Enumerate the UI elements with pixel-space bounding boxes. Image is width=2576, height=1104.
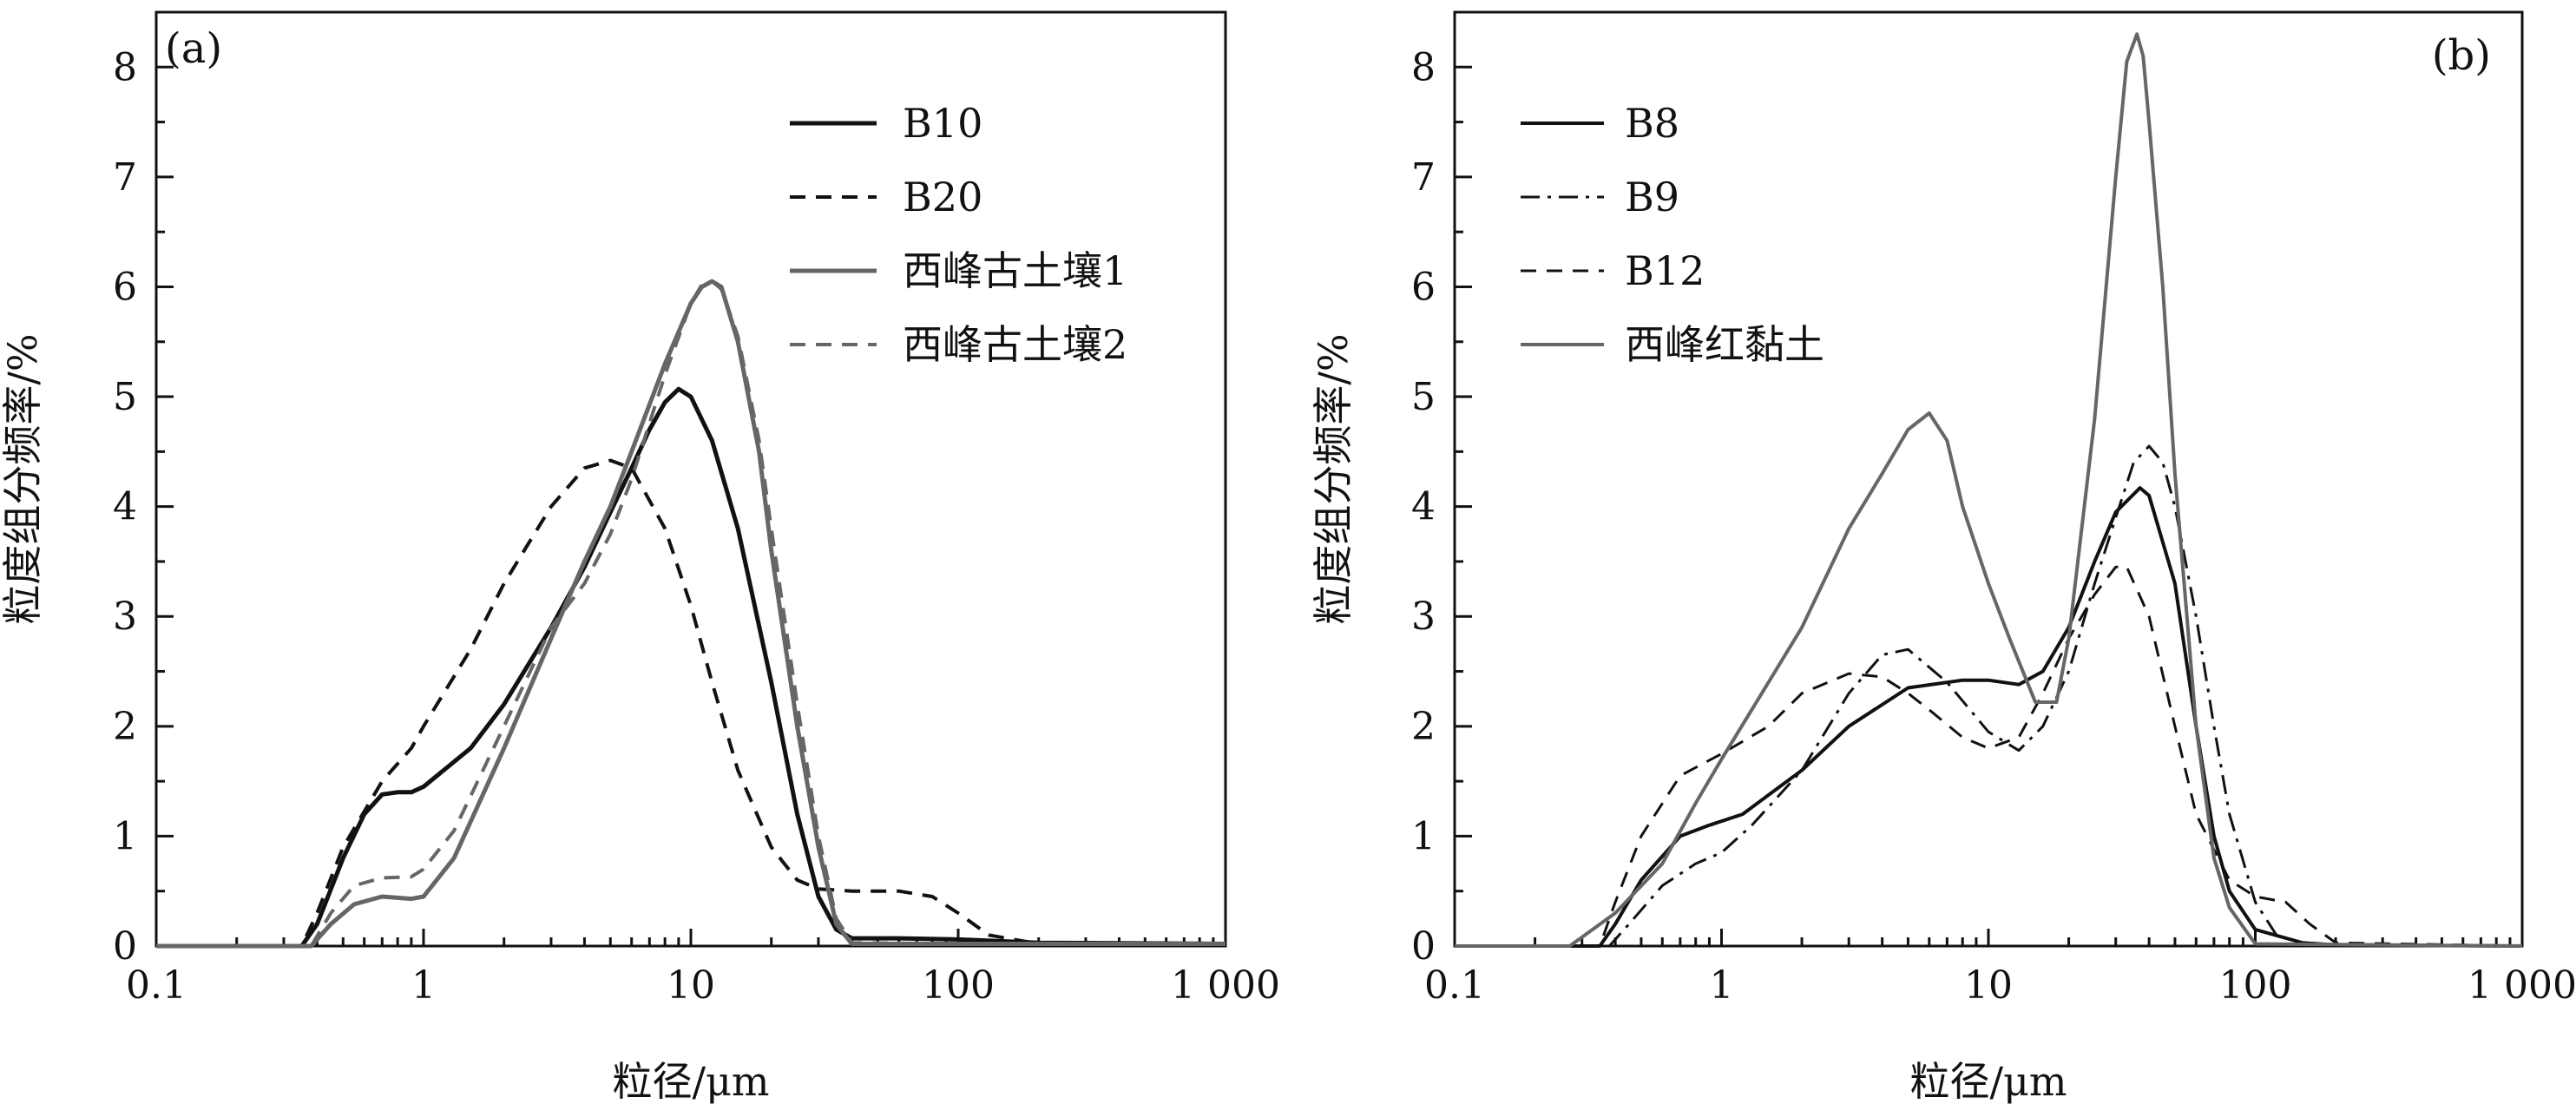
series-line [156,458,1226,948]
x-tick-label: 1 000 [1171,963,1280,1008]
series-line [156,386,1226,949]
legend-label: 西峰古土壤1 [903,247,1127,294]
x-tick-label: 100 [922,963,995,1008]
y-tick-label: 7 [1411,155,1436,200]
x-tick-label: 0.1 [126,963,187,1008]
y-tick-label: 2 [1411,705,1436,749]
y-axis-title: 粒度组分频率/% [1310,333,1357,624]
series-line [1455,444,2523,948]
series-line [1455,565,2523,948]
y-tick-label: 8 [1411,45,1436,89]
y-tick-label: 5 [1411,375,1436,419]
y-tick-label: 3 [1411,595,1436,639]
series-line [1455,32,2523,948]
y-tick-label: 6 [113,265,137,309]
x-tick-label: 10 [667,963,715,1008]
legend-label: B9 [1625,174,1679,220]
chart-panel-a: 0.1 1 10 100 1 000 0 1 2 3 4 5 6 7 8 粒径/μm 粒度组分频率/% (a) B… [0,10,1280,1104]
series-line [1455,486,2523,948]
x-axis-title: 粒径/μm [612,1058,769,1104]
legend-label: B20 [903,174,982,220]
legend-label: B10 [903,100,982,147]
panel-label: (b) [2432,31,2491,80]
x-tick-label: 10 [1964,963,2013,1008]
legend-label: 西峰古土壤2 [903,321,1127,368]
y-tick-label: 8 [113,45,137,89]
legend-label: B8 [1625,100,1679,147]
x-tick-label: 1 [411,963,436,1008]
y-tick-label: 0 [1411,924,1436,969]
x-tick-label: 100 [2219,963,2292,1008]
y-tick-label: 2 [113,705,137,749]
x-tick-label: 0.1 [1424,963,1485,1008]
y-tick-label: 1 [113,814,137,858]
plot-frame [154,10,1227,948]
x-tick-label: 1 [1710,963,1734,1008]
series-line [156,279,1226,949]
plot-frame [1453,10,2524,948]
x-tick-label: 1 000 [2468,963,2576,1008]
y-tick-label: 7 [113,155,137,200]
y-tick-label: 1 [1411,814,1436,858]
x-axis-title: 粒径/μm [1909,1058,2067,1104]
y-tick-label: 6 [1411,265,1436,309]
y-tick-label: 0 [113,924,137,969]
legend-label: B12 [1625,247,1705,294]
panel-label: (a) [165,24,222,73]
y-axis-title: 粒度组分频率/% [0,333,46,624]
y-tick-label: 4 [113,485,137,529]
legend-label: 西峰红黏土 [1625,321,1824,368]
chart-panel-b: 0.1 1 10 100 1 000 0 1 2 3 4 5 6 7 8 粒径/μm 粒度组分频率/% (b) B… [1310,10,2576,1104]
y-tick-label: 3 [113,595,137,639]
y-tick-label: 4 [1411,485,1436,529]
y-tick-label: 5 [113,375,137,419]
series-line [156,279,1226,948]
